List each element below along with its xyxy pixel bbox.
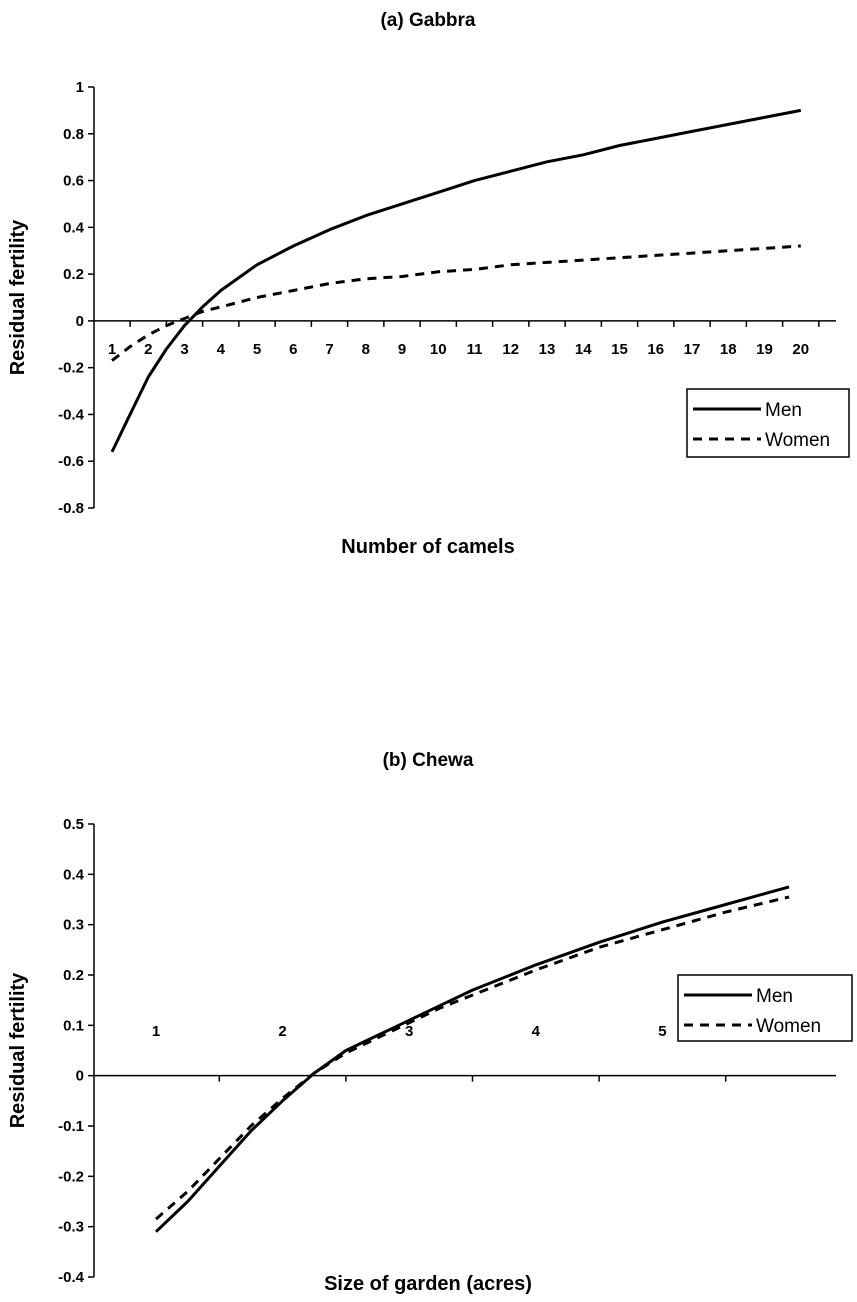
chewa-legend-label-men: Men bbox=[756, 986, 793, 1007]
gabbra-y-tick-label: 0.8 bbox=[63, 126, 84, 143]
gabbra-series-women-line bbox=[111, 244, 801, 362]
gabbra-x-tick-label: 1 bbox=[108, 341, 116, 358]
gabbra-x-tick-label: 5 bbox=[253, 341, 261, 358]
chewa-x-tick-label: 5 bbox=[658, 1023, 666, 1040]
gabbra-chart-title: (a) Gabbra bbox=[380, 10, 475, 31]
chewa-y-tick-label: -0.2 bbox=[58, 1168, 84, 1185]
gabbra-x-tick-label: 4 bbox=[217, 341, 226, 358]
gabbra-y-tick-label: 0.4 bbox=[63, 219, 85, 236]
gabbra-x-tick-label: 13 bbox=[539, 341, 556, 358]
gabbra-x-tick-label: 9 bbox=[398, 341, 406, 358]
gabbra-y-tick-label: -0.6 bbox=[58, 453, 84, 470]
gabbra-x-tick-label: 11 bbox=[467, 341, 483, 358]
chewa-y-tick-label: 0.1 bbox=[63, 1017, 84, 1034]
chart-gabbra: (a) Gabbra -0.8 -0.6 -0.4 -0.2 0 0.2 0.4 0.6 0.8 1… bbox=[0, 0, 857, 600]
gabbra-legend-label-men: Men bbox=[765, 400, 802, 421]
gabbra-y-tick-label: 0 bbox=[76, 313, 84, 330]
gabbra-x-tick-label: 12 bbox=[502, 341, 519, 358]
chewa-y-tick-label: -0.4 bbox=[58, 1269, 85, 1286]
chart-chewa: (b) Chewa -0.4 -0.3 -0.2 -0.1 0 0.1 0.2 0.3 0.4 0.… bbox=[0, 730, 857, 1302]
gabbra-legend-label-women: Women bbox=[765, 430, 830, 451]
chewa-series-men-line bbox=[154, 885, 790, 1233]
gabbra-series-men-line bbox=[110, 108, 802, 453]
chewa-x-axis-label: Size of garden (acres) bbox=[324, 1273, 532, 1295]
chewa-x-tick-label: 3 bbox=[405, 1023, 413, 1040]
gabbra-x-tick-label: 10 bbox=[430, 341, 447, 358]
gabbra-x-tick-label: 14 bbox=[575, 341, 592, 358]
gabbra-x-tick-label: 17 bbox=[684, 341, 701, 358]
chewa-legend-box bbox=[677, 974, 853, 1042]
gabbra-x-tick-label: 2 bbox=[144, 341, 152, 358]
gabbra-y-tick-label: 0.2 bbox=[63, 266, 84, 283]
chewa-chart-title: (b) Chewa bbox=[383, 750, 474, 771]
gabbra-y-tick-label: 1 bbox=[76, 79, 84, 96]
gabbra-y-tick-label: -0.4 bbox=[58, 406, 85, 423]
gabbra-x-tick-label: 3 bbox=[180, 341, 188, 358]
chewa-series-women-line bbox=[155, 895, 790, 1221]
gabbra-y-tick-label: 0.6 bbox=[63, 173, 84, 190]
chewa-y-tick-label: 0.5 bbox=[63, 816, 84, 833]
gabbra-y-tick-label: -0.8 bbox=[58, 500, 84, 517]
chewa-y-tick-label: 0.3 bbox=[63, 917, 84, 934]
gabbra-x-tick-label: 16 bbox=[647, 341, 664, 358]
gabbra-x-tick-label: 8 bbox=[362, 341, 370, 358]
gabbra-y-tick-label: -0.2 bbox=[58, 360, 84, 377]
gabbra-x-tick-label: 6 bbox=[289, 341, 297, 358]
gabbra-x-axis-label: Number of camels bbox=[341, 536, 514, 558]
chewa-y-tick-label: 0 bbox=[76, 1068, 84, 1085]
chewa-y-tick-label: 0.4 bbox=[63, 866, 85, 883]
gabbra-x-tick-label: 7 bbox=[325, 341, 333, 358]
chewa-y-tick-label: -0.3 bbox=[58, 1219, 84, 1236]
chewa-legend-label-women: Women bbox=[756, 1016, 821, 1037]
chart-chewa-svg: (b) Chewa -0.4 -0.3 -0.2 -0.1 0 0.1 0.2 0.3 0.4 0.… bbox=[7, 750, 853, 1295]
gabbra-x-tick-label: 15 bbox=[611, 341, 628, 358]
chewa-x-tick-label: 1 bbox=[152, 1023, 160, 1040]
gabbra-legend-box bbox=[686, 388, 850, 458]
chewa-x-tick-label: 4 bbox=[532, 1023, 541, 1040]
chart-gabbra-svg: (a) Gabbra -0.8 -0.6 -0.4 -0.2 0 0.2 0.4 0.6 0.8 1… bbox=[7, 10, 850, 558]
gabbra-x-tick-label: 20 bbox=[792, 341, 809, 358]
gabbra-y-axis-label: Residual fertility bbox=[7, 219, 29, 375]
gabbra-x-tick-label: 19 bbox=[756, 341, 773, 358]
chewa-y-tick-label: 0.2 bbox=[63, 967, 84, 984]
gabbra-x-tick-label: 18 bbox=[720, 341, 737, 358]
chewa-x-tick-label: 2 bbox=[278, 1023, 286, 1040]
chewa-y-axis-label: Residual fertility bbox=[7, 972, 29, 1128]
chewa-y-tick-label: -0.1 bbox=[58, 1118, 84, 1135]
